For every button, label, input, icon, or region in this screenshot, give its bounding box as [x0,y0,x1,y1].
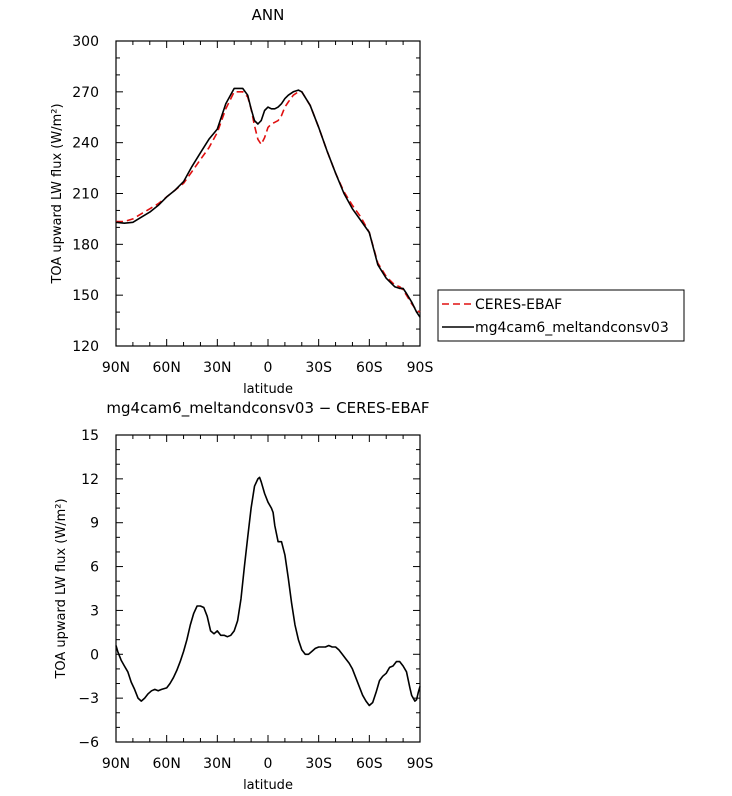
y-tick-label: 210 [72,187,99,203]
chart-title: mg4cam6_meltandconsv03 − CERES-EBAF [106,399,429,418]
y-tick-label: 3 [90,603,99,619]
legend-label: CERES-EBAF [475,297,562,313]
x-tick-label: 60S [356,360,383,376]
x-tick-label: 60S [356,756,383,772]
y-tick-label: 0 [90,647,99,663]
x-tick-label: 60N [153,360,181,376]
y-tick-label: 150 [72,288,99,304]
y-tick-label: 270 [72,85,99,101]
x-tick-label: 90N [102,360,130,376]
x-tick-label: 90N [102,756,130,772]
y-tick-label: 180 [72,237,99,253]
legend-label: mg4cam6_meltandconsv03 [475,320,669,336]
y-tick-label: −6 [78,735,99,751]
y-tick-label: 15 [81,428,99,444]
x-tick-label: 30N [203,756,231,772]
x-tick-label: 30N [203,360,231,376]
y-tick-label: 120 [72,339,99,355]
x-tick-label: 90S [407,756,434,772]
x-tick-label: 60N [153,756,181,772]
series-line-mg4cam6-meltandconsv03 [115,87,421,318]
x-axis-label: latitude [243,778,293,793]
x-tick-label: 30S [305,360,332,376]
y-axis-label: TOA upward LW flux (W/m²) [54,498,69,679]
y-tick-label: 300 [72,34,99,50]
x-tick-label: 0 [264,756,273,772]
legend-box [437,289,685,342]
series-line-difference [115,476,421,707]
y-tick-label: 240 [72,136,99,152]
y-tick-label: 9 [90,516,99,532]
y-tick-label: 12 [81,472,99,488]
chart-title: ANN [252,6,285,24]
x-tick-label: 0 [264,360,273,376]
y-axis-label: TOA upward LW flux (W/m²) [50,103,65,284]
x-axis-label: latitude [243,382,293,397]
plot-frame [115,40,421,347]
x-tick-label: 90S [407,360,434,376]
y-tick-label: −3 [78,691,99,707]
x-tick-label: 30S [305,756,332,772]
y-tick-label: 6 [90,560,99,576]
